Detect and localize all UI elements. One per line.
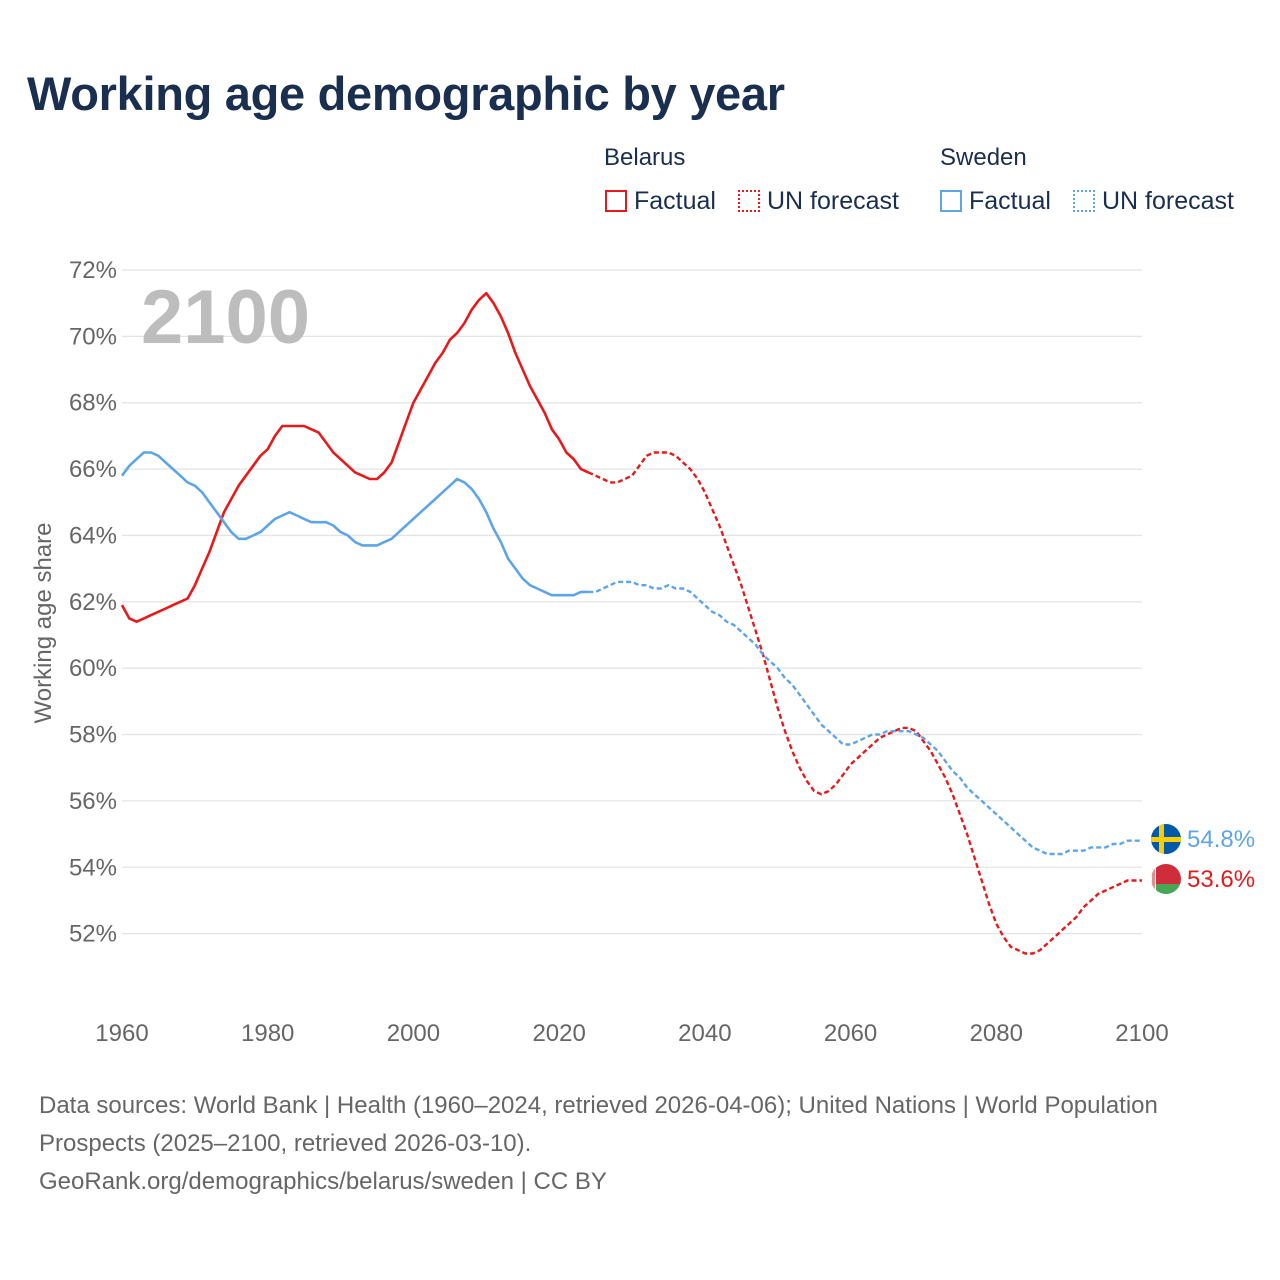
legend-label-sweden-factual: Factual: [969, 186, 1051, 215]
y-tick-label: 68%: [69, 390, 117, 417]
x-tick-label: 1960: [95, 1020, 148, 1047]
x-tick-label: 1980: [241, 1020, 294, 1047]
y-tick-label: 52%: [69, 921, 117, 948]
legend-label-belarus-factual: Factual: [634, 186, 716, 215]
belarus-end-label: 53.6%: [1187, 866, 1255, 893]
y-tick-label: 58%: [69, 722, 117, 749]
x-tick-label: 2080: [970, 1020, 1023, 1047]
legend-swatch-sweden-factual: [940, 190, 962, 212]
x-axis-ticks: 1960 1980 2000 2020 2040 2060 2080 2100: [95, 1020, 1168, 1047]
y-tick-label: 60%: [69, 655, 117, 682]
legend-group-belarus: Belarus: [604, 144, 686, 171]
sweden-flag-icon: [1151, 824, 1181, 854]
credit-link[interactable]: GeoRank.org/demographics/belarus/sweden …: [39, 1168, 607, 1195]
x-tick-label: 2000: [387, 1020, 440, 1047]
y-axis-label: Working age share: [30, 523, 57, 724]
footer: Data sources: World Bank | Health (1960–…: [39, 1087, 1199, 1201]
legend-swatch-belarus-factual: [605, 190, 627, 212]
chart-title: Working age demographic by year: [27, 67, 785, 120]
legend-sweden-forecast[interactable]: UN forecast: [1073, 186, 1234, 216]
y-axis-ticks: 52% 54% 56% 58% 60% 62% 64% 66% 68% 70% 72%: [69, 257, 117, 948]
gridlines: [122, 269, 1142, 935]
data-sources: Data sources: World Bank | Health (1960–…: [39, 1092, 1158, 1157]
legend-belarus-forecast[interactable]: UN forecast: [738, 186, 899, 216]
y-tick-label: 56%: [69, 788, 117, 815]
legend-label-sweden-forecast: UN forecast: [1102, 186, 1234, 215]
legend-sweden-factual[interactable]: Factual: [940, 186, 1051, 216]
y-tick-label: 54%: [69, 854, 117, 881]
x-tick-label: 2100: [1115, 1020, 1168, 1047]
x-tick-label: 2020: [532, 1020, 585, 1047]
legend-belarus-factual[interactable]: Factual: [605, 186, 716, 216]
legend-swatch-belarus-forecast: [738, 190, 760, 212]
x-tick-label: 2040: [678, 1020, 731, 1047]
legend-group-sweden: Sweden: [940, 144, 1027, 171]
series-line-sweden-factual[interactable]: [120, 451, 589, 597]
series-line-sweden-forecast[interactable]: [588, 580, 1142, 856]
legend-label-belarus-forecast: UN forecast: [767, 186, 899, 215]
y-tick-label: 64%: [69, 522, 117, 549]
sweden-end-label: 54.8%: [1187, 826, 1255, 853]
series-lines: [120, 291, 1142, 955]
series-line-belarus-factual[interactable]: [120, 291, 589, 623]
y-tick-label: 72%: [69, 257, 117, 284]
belarus-flag-icon: [1151, 864, 1181, 894]
year-watermark: 2100: [141, 275, 310, 360]
series-line-belarus-forecast[interactable]: [587, 451, 1142, 955]
y-tick-label: 62%: [69, 589, 117, 616]
y-tick-label: 66%: [69, 456, 117, 483]
legend-swatch-sweden-forecast: [1073, 190, 1095, 212]
y-tick-label: 70%: [69, 323, 117, 350]
x-tick-label: 2060: [824, 1020, 877, 1047]
